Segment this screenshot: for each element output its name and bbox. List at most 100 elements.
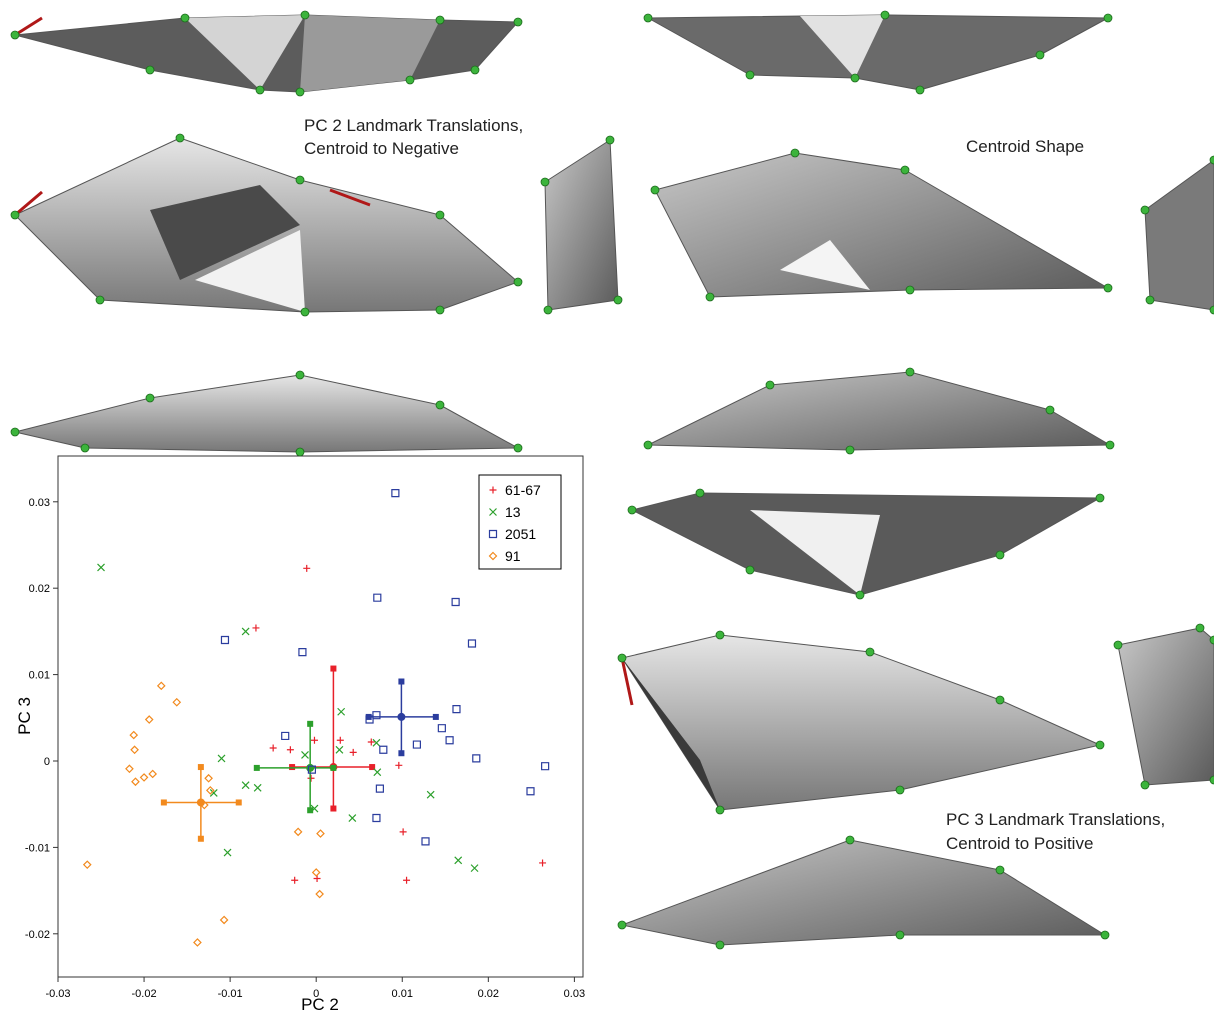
point bbox=[391, 489, 400, 498]
landmark bbox=[295, 370, 305, 380]
point bbox=[315, 889, 324, 899]
point bbox=[372, 738, 381, 747]
point bbox=[220, 635, 230, 645]
annotation: PC 2 Landmark Translations, bbox=[304, 116, 523, 135]
point bbox=[172, 697, 182, 707]
point bbox=[286, 746, 294, 754]
y-tick-label: 0.02 bbox=[29, 583, 50, 595]
legend-label: 91 bbox=[505, 548, 521, 564]
legend-label: 13 bbox=[505, 504, 521, 520]
landmark bbox=[10, 210, 20, 220]
landmark bbox=[643, 13, 653, 23]
landmark bbox=[145, 65, 155, 75]
point bbox=[139, 773, 149, 782]
landmark bbox=[605, 135, 615, 145]
landmark bbox=[95, 295, 105, 305]
landmark bbox=[300, 10, 310, 20]
landmark-arrow bbox=[329, 188, 371, 207]
point bbox=[470, 864, 479, 873]
point bbox=[241, 627, 250, 636]
point bbox=[219, 915, 229, 925]
point bbox=[204, 773, 213, 783]
facet bbox=[195, 230, 305, 312]
point bbox=[372, 813, 381, 823]
point bbox=[367, 738, 375, 746]
landmark-arrow bbox=[14, 16, 43, 37]
shape bbox=[621, 634, 1101, 811]
landmark bbox=[300, 307, 310, 317]
point bbox=[349, 748, 357, 756]
point bbox=[316, 829, 325, 838]
y-tick-label: 0 bbox=[44, 756, 50, 768]
shape bbox=[654, 152, 1109, 298]
landmark bbox=[905, 285, 915, 295]
landmark bbox=[513, 277, 523, 287]
point bbox=[335, 745, 344, 754]
y-tick-label: -0.02 bbox=[25, 929, 50, 941]
point bbox=[97, 563, 105, 572]
landmark-arrow bbox=[620, 657, 634, 706]
landmark bbox=[845, 835, 855, 845]
landmark bbox=[513, 17, 523, 27]
point bbox=[205, 786, 215, 795]
facet bbox=[780, 240, 870, 290]
point bbox=[313, 875, 321, 883]
point bbox=[217, 754, 226, 763]
facet bbox=[800, 15, 885, 78]
landmark bbox=[1140, 205, 1150, 215]
landmark bbox=[745, 565, 755, 575]
landmark bbox=[543, 305, 553, 315]
x-tick-label: -0.02 bbox=[132, 988, 157, 1000]
annotation: Centroid to Negative bbox=[304, 139, 459, 158]
landmark bbox=[1195, 623, 1205, 633]
y-tick-label: 0.03 bbox=[29, 497, 50, 509]
point bbox=[293, 827, 303, 837]
point bbox=[269, 744, 277, 752]
facet bbox=[622, 658, 720, 810]
landmark bbox=[1095, 493, 1105, 503]
landmark bbox=[435, 210, 445, 220]
landmark bbox=[905, 367, 915, 377]
landmark bbox=[1103, 13, 1113, 23]
landmark bbox=[765, 380, 775, 390]
landmark bbox=[995, 550, 1005, 560]
point bbox=[281, 731, 290, 741]
landmark bbox=[1145, 295, 1155, 305]
shape bbox=[1144, 159, 1214, 311]
point bbox=[539, 859, 547, 867]
landmark bbox=[1100, 930, 1110, 940]
point bbox=[298, 648, 307, 657]
point bbox=[303, 564, 311, 572]
point bbox=[421, 837, 430, 846]
landmark bbox=[715, 630, 725, 640]
annotation: Centroid to Positive bbox=[946, 834, 1093, 853]
point bbox=[125, 764, 134, 774]
shape bbox=[1117, 627, 1214, 786]
landmark bbox=[745, 70, 755, 80]
point bbox=[472, 754, 481, 763]
landmark bbox=[1105, 440, 1115, 450]
facet bbox=[750, 510, 880, 595]
range-end bbox=[330, 665, 337, 672]
landmark bbox=[850, 73, 860, 83]
point bbox=[541, 762, 550, 771]
legend-label: 61-67 bbox=[505, 482, 541, 498]
landmark bbox=[995, 865, 1005, 875]
shape bbox=[647, 371, 1111, 451]
range-end bbox=[289, 764, 296, 771]
legend-marker bbox=[488, 529, 498, 539]
mean-point bbox=[397, 712, 406, 721]
landmark bbox=[513, 443, 523, 453]
range-end bbox=[330, 805, 337, 812]
landmark bbox=[295, 175, 305, 185]
landmark bbox=[1209, 635, 1214, 645]
point bbox=[373, 593, 382, 602]
point bbox=[412, 740, 421, 749]
point bbox=[252, 624, 260, 632]
point bbox=[223, 848, 232, 857]
point bbox=[467, 639, 477, 648]
landmark bbox=[617, 920, 627, 930]
landmark bbox=[540, 177, 550, 187]
